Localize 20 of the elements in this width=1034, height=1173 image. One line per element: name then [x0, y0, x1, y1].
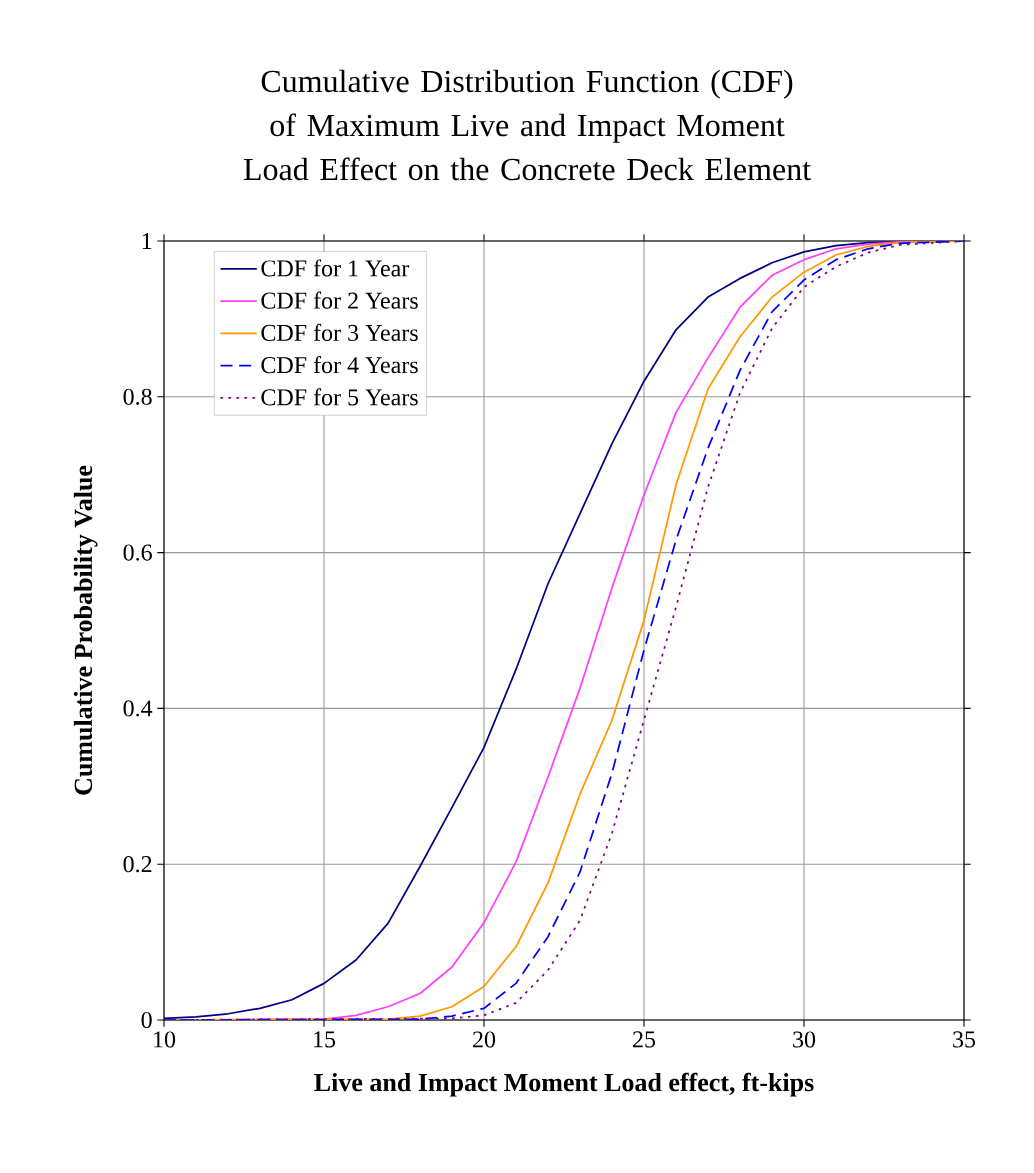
- x-tick-label: 30: [793, 1031, 816, 1048]
- x-tick-label: 10: [154, 1031, 176, 1048]
- y-tick-label: 0.6: [123, 544, 152, 561]
- y-tick-label: 0.8: [123, 388, 152, 405]
- y-tick-label: 0: [141, 1011, 152, 1029]
- y-tick-label: 1: [142, 233, 152, 249]
- x-tick-label: 15: [314, 1031, 336, 1048]
- x-tick-label: 25: [633, 1031, 656, 1048]
- x-axis-title: Live and Impact Moment Load effect, ft-kips: [314, 1072, 814, 1097]
- y-axis-title: Cumulative Probability Value: [73, 465, 98, 795]
- x-tick-label: 35: [953, 1031, 976, 1048]
- legend-label: CDF for 4 Years: [261, 356, 418, 374]
- legend-label: CDF for 1 Year: [261, 259, 410, 277]
- legend-label: CDF for 3 Years: [261, 323, 418, 341]
- y-tick-label: 0.4: [123, 700, 153, 717]
- chart-title: Cumulative Distribution Function (CDF) of Maximum Live and Impact Moment Load Effect on the Concrete Deck Element: [243, 69, 811, 181]
- legend-label: CDF for 5 Years: [261, 388, 418, 406]
- legend-label: CDF for 2 Years: [261, 291, 418, 309]
- y-tick-label: 0.2: [123, 856, 152, 873]
- x-tick-label: 20: [473, 1031, 496, 1048]
